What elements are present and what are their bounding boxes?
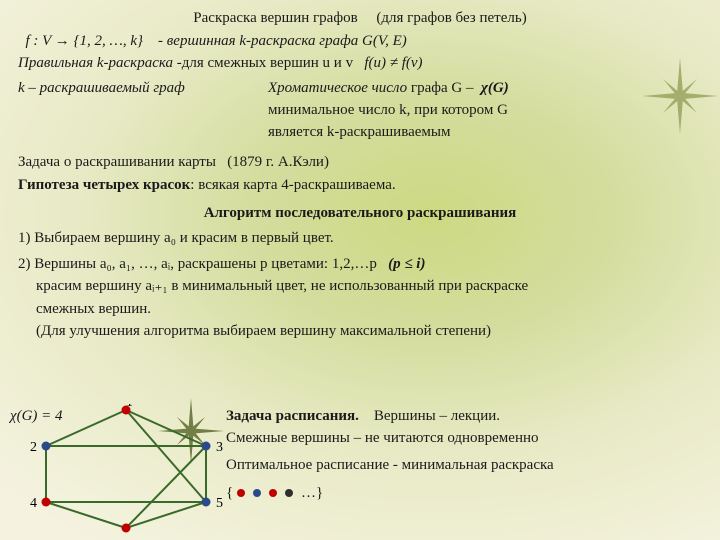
def1: - вершинная k-раскраска графа G(V, E): [154, 33, 406, 49]
svg-text:1: 1: [126, 404, 133, 410]
svg-text:4: 4: [30, 496, 37, 511]
hyp-post: : всякая карта 4-раскрашиваема.: [190, 177, 395, 193]
title-right: (для графов без петель): [376, 10, 526, 26]
svg-text:3: 3: [216, 440, 223, 455]
sched3: Оптимальное расписание - минимальная рас…: [226, 455, 706, 475]
step2f: (p ≤ i): [388, 256, 425, 272]
step1: 1) Выбираем вершину a₀ и красим в первый…: [18, 228, 702, 248]
hyp-pre: Гипотеза четырех красок: [18, 177, 190, 193]
title-left: Раскраска вершин графов: [193, 10, 357, 26]
chrom2: минимальное число k, при котором G: [268, 100, 702, 120]
step2a-row: 2) Вершины a₀, a₁, …, aᵢ, раскрашены p ц…: [18, 254, 702, 274]
chrom1: Хроматическое число графа G – χ(G): [268, 78, 702, 98]
chrom1-post: графа G –: [407, 80, 473, 96]
algo-title: Алгоритм последовательного раскрашивания: [18, 205, 702, 222]
page-title: Раскраска вершин графов (для графов без …: [18, 10, 702, 27]
task-row: Задача о раскрашивании карты (1879 г. А.…: [18, 152, 702, 172]
step2b: красим вершину aᵢ₊₁ в минимальный цвет, …: [18, 276, 702, 296]
line-def2: Правильная k-раскраска -для смежных верш…: [18, 53, 702, 73]
task1: Задача о раскрашивании карты: [18, 154, 216, 170]
step2c: смежных вершин.: [18, 299, 702, 319]
legend: { …}: [226, 483, 706, 503]
chrom3: является k-раскрашиваемым: [268, 122, 702, 142]
sched1: Вершины – лекции.: [374, 408, 500, 424]
svg-text:6: 6: [126, 533, 133, 534]
def3: k – раскрашиваемый граф: [18, 78, 268, 143]
sched-row1: Задача расписания. Вершины – лекции.: [226, 406, 706, 426]
graph-diagram: χ(G) = 4 123456: [16, 404, 226, 534]
formula-f: f : V → {1, 2, …, k}: [26, 33, 144, 49]
sched2: Смежные вершины – не читаются одновремен…: [226, 428, 706, 448]
def2-pre: Правильная k-раскраска -: [18, 55, 182, 71]
step2d: (Для улучшения алгоритма выбираем вершин…: [18, 321, 702, 341]
step2a: 2) Вершины a₀, a₁, …, aᵢ, раскрашены p ц…: [18, 256, 377, 272]
svg-text:2: 2: [30, 440, 37, 455]
sched-title: Задача расписания.: [226, 408, 359, 424]
formula-fu: f(u) ≠ f(v): [364, 55, 422, 71]
svg-text:5: 5: [216, 496, 223, 511]
chrom1-pre: Хроматическое число: [268, 80, 407, 96]
legend-suffix: …}: [297, 485, 323, 501]
hypothesis: Гипотеза четырех красок: всякая карта 4-…: [18, 175, 702, 195]
formula-chi: χ(G): [481, 80, 509, 96]
def2-post: для смежных вершин u и v: [182, 55, 353, 71]
line-def1: f : V → {1, 2, …, k} - вершинная k-раскр…: [18, 31, 702, 51]
task1-yr: (1879 г. А.Кэли): [227, 154, 329, 170]
